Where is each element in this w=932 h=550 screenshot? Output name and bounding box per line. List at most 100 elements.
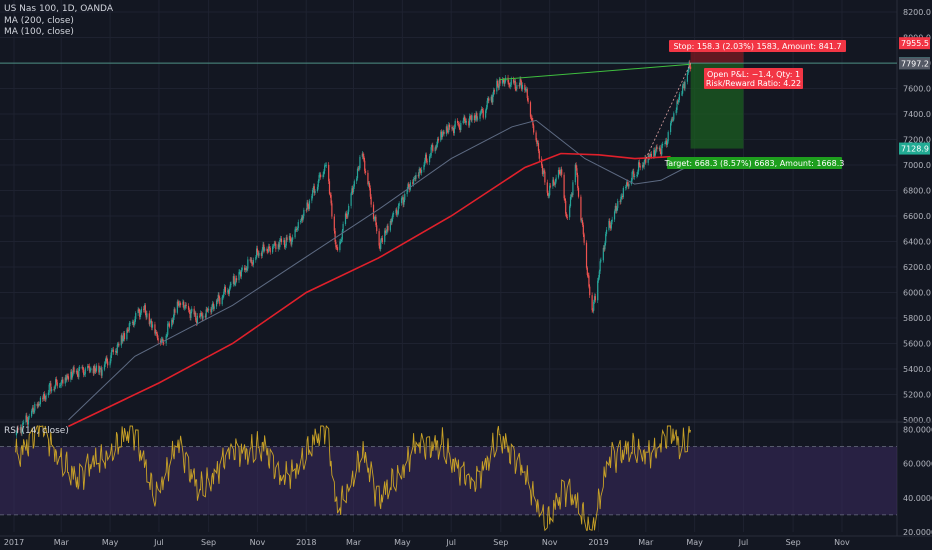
candle-body [557,170,560,178]
candle-body [682,85,684,94]
candle-body [653,150,656,156]
candle-body [426,161,428,163]
candle-body [368,183,371,189]
candle-body [336,247,339,251]
candle-body [255,256,257,261]
candle-body [582,225,584,235]
candle-body [200,313,202,314]
candle-body [28,416,30,418]
candle-body [559,171,561,174]
x-tick-label: May [686,538,703,547]
candle-body [352,188,354,193]
candle-body [380,238,383,241]
candle-body [76,370,78,374]
candle-body [251,259,253,264]
candle-body [592,310,594,311]
candle-body [19,427,22,431]
candle-body [598,271,600,278]
x-tick-label: 2018 [296,538,316,547]
candle-body [72,367,74,373]
candle-body [256,248,258,257]
candle-body [106,357,108,362]
candle-body [23,422,25,424]
candle-body [284,240,286,248]
candle-body [292,237,294,240]
candle-body [159,340,162,344]
candle-body [363,156,365,161]
candle-body [469,116,472,118]
candle-body [683,84,685,89]
candle-body [111,350,113,356]
candle-body [278,244,280,248]
candle-body [644,157,646,162]
candle-body [626,182,628,185]
candle-body [31,407,34,411]
candle-body [115,350,117,353]
candle-body [437,138,439,141]
candle-body [319,174,321,176]
ma100-legend[interactable]: MA (100, close) [4,27,74,37]
candle-body [183,301,185,308]
candle-body [611,219,613,222]
candle-body [206,309,208,311]
candle-body [145,313,147,318]
candle-body [367,172,369,185]
rsi-legend[interactable]: RSI (14, close) [4,426,69,436]
candle-body [447,131,449,132]
candle-body [342,224,344,231]
candle-body [536,140,538,144]
candle-body [408,184,410,187]
candle-body [585,242,588,268]
candle-body [37,404,39,407]
candle-body [446,126,448,132]
candle-body [632,171,634,173]
candle-body [503,80,505,85]
candle-body [627,184,629,187]
candle-body [346,216,348,218]
candle-body [673,113,675,120]
candle-body [218,294,220,298]
candle-body [249,259,251,261]
candle-body [513,80,516,83]
candle-body [171,319,173,327]
candle-body [435,147,437,149]
candle-body [375,216,377,226]
candle-body [560,169,562,174]
candle-body [480,112,482,114]
candle-body [148,313,150,325]
candle-body [93,366,95,374]
candle-body [419,169,421,171]
candle-body [639,165,641,168]
candle-body [401,197,403,199]
candle-body [138,309,140,312]
candle-body [469,116,471,126]
y-tick-label: 5000.0 [903,416,931,425]
rsi-tick-label: 20.0000 [903,528,932,537]
candle-body [182,301,184,305]
candle-body [308,206,310,209]
candle-body [493,90,495,96]
ma200-legend[interactable]: MA (200, close) [4,16,74,26]
x-tick-label: Sep [493,538,508,547]
candle-body [127,330,130,331]
candle-body [533,125,535,133]
candle-body [546,182,548,193]
candle-body [464,116,466,121]
candle-body [553,183,556,185]
candle-body [347,211,349,217]
candle-body [566,217,568,218]
candle-body [280,238,283,243]
candle-body [230,283,232,285]
candle-body [227,290,230,294]
candle-body [67,376,70,380]
candle-body [84,368,86,375]
candle-body [625,182,628,187]
candle-body [228,288,230,294]
candle-body [81,367,83,368]
candle-body [658,147,660,150]
rsi-tick-label: 80.0000 [903,425,932,434]
candle-body [316,186,319,191]
candle-body [275,243,277,250]
candle-body [44,398,46,400]
candle-body [473,115,476,121]
